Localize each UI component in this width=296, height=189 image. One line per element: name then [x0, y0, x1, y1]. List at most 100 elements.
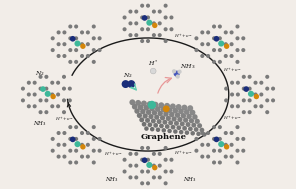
- Circle shape: [33, 104, 37, 108]
- Circle shape: [62, 98, 66, 102]
- Circle shape: [190, 110, 195, 115]
- Circle shape: [195, 119, 200, 124]
- Circle shape: [271, 87, 275, 91]
- Circle shape: [146, 181, 150, 185]
- Circle shape: [253, 81, 258, 85]
- Circle shape: [183, 118, 188, 123]
- Circle shape: [173, 129, 178, 134]
- Circle shape: [62, 131, 67, 135]
- Circle shape: [214, 136, 219, 142]
- Circle shape: [224, 144, 229, 149]
- Circle shape: [57, 143, 61, 147]
- Circle shape: [74, 160, 78, 164]
- Circle shape: [242, 75, 246, 79]
- Circle shape: [152, 102, 158, 108]
- Circle shape: [92, 137, 96, 141]
- Circle shape: [254, 94, 259, 99]
- Circle shape: [80, 143, 84, 147]
- Circle shape: [98, 36, 102, 40]
- Circle shape: [218, 137, 222, 141]
- Circle shape: [229, 30, 234, 34]
- Circle shape: [230, 104, 234, 108]
- Circle shape: [224, 30, 228, 34]
- Circle shape: [259, 92, 263, 97]
- Circle shape: [68, 25, 72, 29]
- Circle shape: [187, 105, 193, 111]
- Circle shape: [147, 101, 153, 107]
- Circle shape: [212, 160, 216, 164]
- Circle shape: [38, 110, 43, 114]
- Circle shape: [181, 105, 187, 111]
- Circle shape: [153, 123, 158, 128]
- Circle shape: [138, 105, 143, 110]
- Circle shape: [186, 114, 192, 119]
- Circle shape: [229, 143, 234, 147]
- Circle shape: [140, 27, 144, 31]
- Circle shape: [179, 130, 184, 134]
- Circle shape: [128, 175, 133, 180]
- Circle shape: [224, 155, 228, 159]
- Circle shape: [164, 27, 168, 31]
- Circle shape: [243, 86, 249, 92]
- Circle shape: [229, 155, 234, 159]
- Circle shape: [44, 87, 49, 91]
- Circle shape: [235, 60, 239, 64]
- Text: NH$_3$: NH$_3$: [183, 175, 197, 184]
- Circle shape: [152, 23, 157, 28]
- Circle shape: [206, 54, 210, 58]
- Circle shape: [173, 70, 176, 73]
- Circle shape: [224, 143, 228, 147]
- Text: H$^+$+e$^-$: H$^+$+e$^-$: [174, 149, 193, 157]
- Text: H$^+$+e$^-$: H$^+$+e$^-$: [223, 67, 242, 74]
- Circle shape: [196, 132, 201, 136]
- Circle shape: [80, 30, 84, 34]
- Circle shape: [265, 98, 269, 102]
- Circle shape: [148, 101, 156, 109]
- Circle shape: [70, 36, 75, 42]
- Circle shape: [200, 143, 204, 147]
- Circle shape: [192, 114, 198, 120]
- Circle shape: [123, 15, 127, 19]
- Circle shape: [174, 71, 179, 76]
- Circle shape: [137, 113, 142, 118]
- Circle shape: [230, 81, 234, 85]
- Circle shape: [68, 160, 72, 164]
- Circle shape: [218, 125, 222, 129]
- Circle shape: [44, 110, 49, 114]
- Circle shape: [157, 119, 162, 124]
- Circle shape: [178, 108, 184, 114]
- Circle shape: [21, 98, 25, 102]
- Circle shape: [241, 149, 245, 153]
- Circle shape: [218, 36, 222, 40]
- Circle shape: [144, 126, 149, 131]
- Circle shape: [68, 48, 72, 52]
- Text: H$^+$+e$^-$: H$^+$+e$^-$: [104, 150, 123, 158]
- Circle shape: [128, 33, 133, 37]
- Circle shape: [128, 81, 135, 87]
- Circle shape: [134, 108, 140, 114]
- Circle shape: [241, 137, 245, 141]
- Circle shape: [175, 112, 180, 118]
- Circle shape: [212, 25, 216, 29]
- Circle shape: [128, 21, 133, 25]
- Circle shape: [142, 157, 147, 163]
- Circle shape: [194, 137, 198, 141]
- Circle shape: [200, 54, 204, 58]
- Circle shape: [181, 113, 186, 119]
- Circle shape: [145, 118, 150, 123]
- Circle shape: [224, 87, 228, 91]
- Circle shape: [162, 128, 166, 133]
- Circle shape: [164, 4, 168, 8]
- Circle shape: [57, 131, 61, 135]
- Circle shape: [206, 131, 210, 135]
- Circle shape: [27, 104, 31, 108]
- Text: Graphene: Graphene: [141, 133, 187, 142]
- Circle shape: [158, 175, 162, 180]
- Circle shape: [50, 92, 54, 97]
- Circle shape: [224, 54, 228, 58]
- Circle shape: [150, 127, 155, 131]
- Circle shape: [164, 103, 170, 109]
- Circle shape: [185, 130, 189, 135]
- Circle shape: [62, 54, 67, 58]
- Circle shape: [56, 81, 60, 85]
